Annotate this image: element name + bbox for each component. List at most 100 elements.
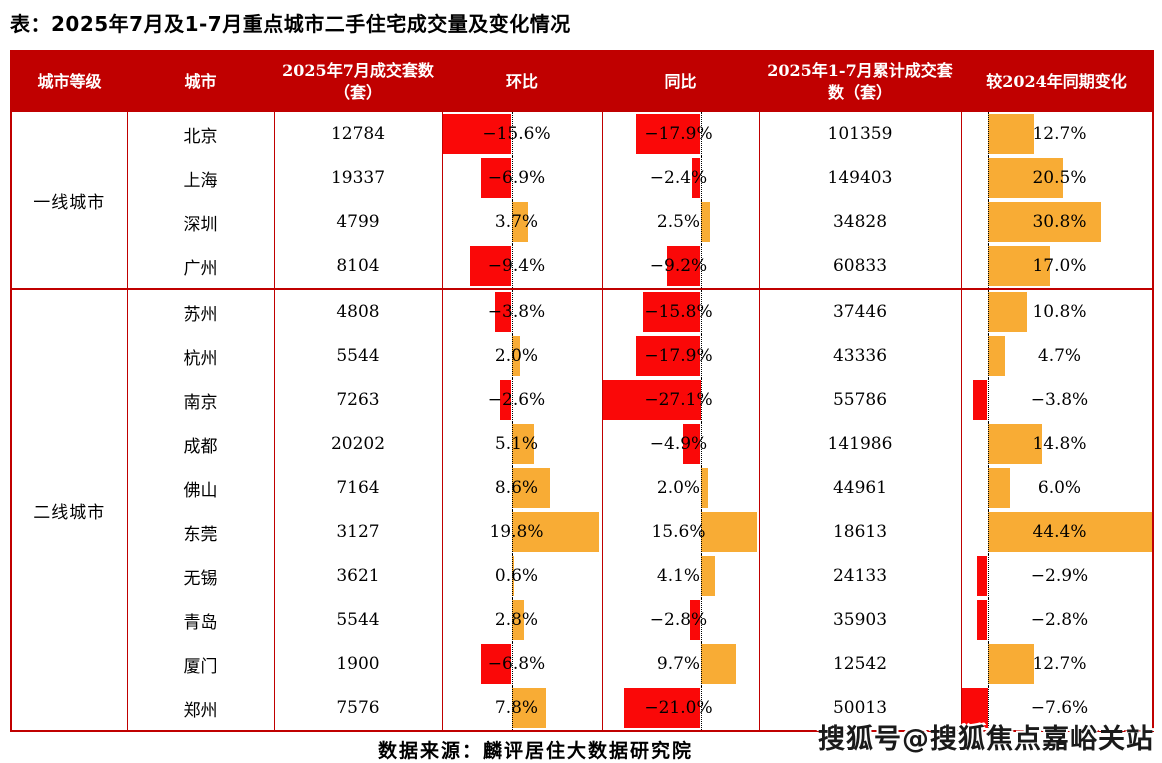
yoy-bar-cell: −2.8% — [601, 598, 760, 642]
jul-sales-count: 19337 — [273, 156, 443, 200]
negative-bar — [635, 336, 701, 376]
yoy-bar-cell: −17.9% — [601, 334, 760, 378]
mom-bar-cell: 7.8% — [441, 686, 603, 731]
negative-bar — [635, 114, 701, 154]
jul-sales-count: 4799 — [273, 200, 443, 244]
percent-label: −6.8% — [487, 654, 546, 674]
yoy-bar-cell: −21.0% — [601, 686, 760, 731]
percent-label: 2.0% — [494, 346, 539, 366]
zero-baseline — [700, 200, 702, 244]
cumulative-sales-count: 149403 — [758, 156, 962, 200]
watermark: 搜狐号@搜狐焦点嘉峪关站 — [818, 724, 1154, 755]
zero-baseline — [511, 156, 513, 200]
percent-label: 2.5% — [656, 212, 701, 232]
cumulative-sales-count: 43336 — [758, 334, 962, 378]
zero-baseline — [987, 378, 989, 422]
positive-bar — [987, 424, 1043, 464]
jul-sales-count: 7263 — [273, 378, 443, 422]
zero-baseline — [987, 156, 989, 200]
zero-baseline — [700, 112, 702, 156]
cumulative-sales-count: 35903 — [758, 598, 962, 642]
percent-label: 30.8% — [1032, 212, 1087, 232]
city-name: 深圳 — [126, 200, 275, 244]
percent-label: 44.4% — [1032, 522, 1087, 542]
zero-baseline — [511, 510, 513, 554]
percent-label: 7.8% — [494, 698, 539, 718]
mom-bar-cell: −2.6% — [441, 378, 603, 422]
city-name: 上海 — [126, 156, 275, 200]
header-change-vs-2024: 较2024年同期变化 — [961, 51, 1153, 112]
positive-bar — [987, 512, 1152, 552]
positive-bar — [511, 556, 515, 596]
percent-label: 20.5% — [1032, 168, 1087, 188]
zero-baseline — [511, 554, 513, 598]
percent-label: −9.2% — [649, 256, 708, 276]
mom-bar-cell: 0.6% — [441, 554, 603, 598]
yoy-bar-cell: −27.1% — [601, 378, 760, 422]
negative-bar — [643, 292, 701, 332]
city-name: 苏州 — [126, 288, 275, 334]
zero-baseline — [700, 466, 702, 510]
zero-baseline — [987, 291, 989, 334]
percent-label: −2.6% — [487, 390, 546, 410]
negative-bar — [977, 600, 988, 640]
yoy-bar-cell: −17.9% — [601, 112, 760, 156]
positive-bar — [511, 336, 521, 376]
cumulative-sales-count: 12542 — [758, 642, 962, 686]
zero-baseline — [700, 244, 702, 288]
positive-bar — [700, 468, 708, 508]
cumulative-sales-count: 37446 — [758, 288, 962, 334]
cumulative-sales-count: 18613 — [758, 510, 962, 554]
jul-sales-count: 4808 — [273, 288, 443, 334]
zero-baseline — [511, 686, 513, 730]
city-name: 北京 — [126, 112, 275, 156]
change-bar-cell: −2.9% — [960, 554, 1154, 598]
city-name: 广州 — [126, 244, 275, 289]
jul-sales-count: 20202 — [273, 422, 443, 466]
percent-label: 2.0% — [656, 478, 701, 498]
positive-bar — [987, 114, 1035, 154]
mom-bar-cell: −6.8% — [441, 642, 603, 686]
percent-label: 12.7% — [1032, 654, 1087, 674]
percent-label: −27.1% — [644, 390, 713, 410]
jul-sales-count: 7576 — [273, 686, 443, 731]
zero-baseline — [700, 422, 702, 466]
negative-bar — [682, 424, 701, 464]
yoy-bar-cell: −4.9% — [601, 422, 760, 466]
positive-bar — [511, 468, 550, 508]
percent-label: −6.9% — [487, 168, 546, 188]
mom-bar-cell: 5.1% — [441, 422, 603, 466]
percent-label: −3.8% — [1030, 390, 1089, 410]
negative-bar — [494, 292, 512, 332]
percent-label: 6.0% — [1037, 478, 1082, 498]
change-bar-cell: 30.8% — [960, 200, 1154, 244]
change-bar-cell: 17.0% — [960, 244, 1154, 289]
change-bar-cell: 6.0% — [960, 466, 1154, 510]
city-name: 南京 — [126, 378, 275, 422]
zero-baseline — [511, 378, 513, 422]
city-name: 佛山 — [126, 466, 275, 510]
negative-bar — [469, 246, 512, 286]
percent-label: −15.6% — [482, 124, 551, 144]
zero-baseline — [700, 291, 702, 334]
zero-baseline — [987, 510, 989, 554]
mom-bar-cell: −3.8% — [441, 288, 603, 334]
positive-bar — [700, 202, 710, 242]
negative-bar — [481, 158, 512, 198]
table-row: 二线城市 苏州 4808 −3.8% −15.8% 37446 10.8% — [10, 288, 1154, 731]
percent-label: −21.0% — [644, 698, 713, 718]
percent-label: 8.6% — [494, 478, 539, 498]
percent-label: 4.7% — [1037, 346, 1082, 366]
table-row: 东莞 3127 19.8% 15.6% 18613 44.4% — [11, 510, 1154, 554]
positive-bar — [987, 246, 1051, 286]
negative-bar — [973, 380, 988, 420]
table-row: 深圳 4799 3.7% 2.5% 34828 30.8% — [11, 200, 1154, 244]
zero-baseline — [700, 378, 702, 422]
positive-bar — [987, 468, 1010, 508]
zero-baseline — [987, 642, 989, 686]
zero-baseline — [700, 510, 702, 554]
yoy-bar-cell: 2.5% — [601, 200, 760, 244]
negative-bar — [603, 380, 701, 420]
city-name: 无锡 — [126, 554, 275, 598]
mom-bar-cell: −9.4% — [441, 244, 603, 289]
